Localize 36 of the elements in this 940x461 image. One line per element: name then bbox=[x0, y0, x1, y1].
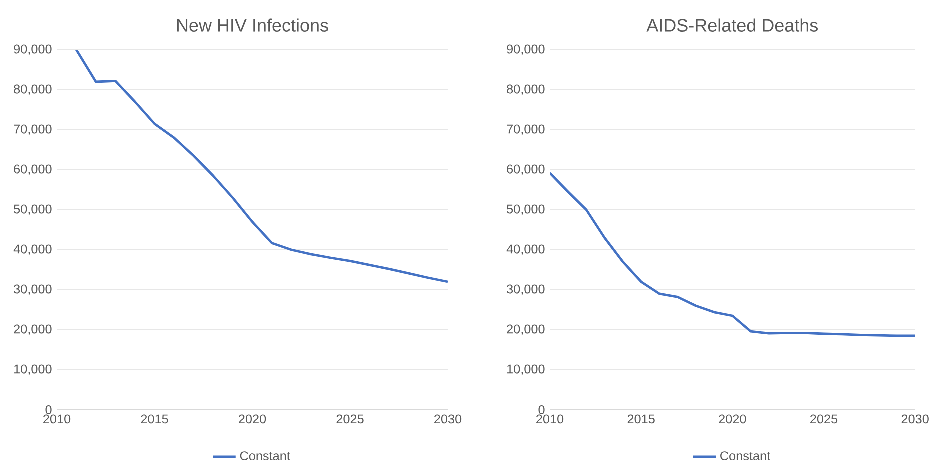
y-tick-label: 80,000 bbox=[507, 84, 545, 96]
x-tick-label: 2030 bbox=[902, 414, 929, 424]
legend-label: Constant bbox=[720, 452, 770, 461]
y-tick-label: 60,000 bbox=[14, 164, 52, 176]
line-series bbox=[550, 172, 916, 338]
legend-label: Constant bbox=[240, 452, 290, 461]
y-tick-label: 10,000 bbox=[508, 364, 545, 376]
x-tick-label: 2010 bbox=[44, 414, 71, 424]
chart-title: AIDS-Related Deaths bbox=[646, 18, 818, 32]
x-tick-label: 2025 bbox=[336, 414, 364, 424]
y-tick-label: 90,000 bbox=[507, 44, 545, 56]
y-tick-label: 30,000 bbox=[507, 284, 545, 296]
y-tick-label: 20,000 bbox=[507, 324, 545, 336]
y-tick-label: 0 bbox=[46, 406, 52, 414]
y-tick-label: 40,000 bbox=[506, 244, 545, 256]
x-tick-label: 2025 bbox=[810, 414, 838, 424]
x-tick-label: 2020 bbox=[719, 414, 746, 424]
x-tick-label: 2010 bbox=[536, 414, 564, 424]
y-tick-label: 70,000 bbox=[14, 124, 52, 136]
x-tick-label: 2020 bbox=[239, 414, 266, 424]
y-tick-label: 0 bbox=[538, 406, 545, 414]
chart-title: New HIV Infections bbox=[177, 18, 328, 32]
y-tick-label: 70,000 bbox=[507, 124, 545, 136]
y-tick-label: 10,000 bbox=[14, 364, 52, 376]
x-tick-label: 2030 bbox=[434, 414, 462, 424]
y-tick-label: 50,000 bbox=[14, 204, 52, 216]
x-tick-label: 2015 bbox=[141, 414, 168, 424]
y-tick-label: 20,000 bbox=[14, 324, 52, 336]
y-tick-label: 80,000 bbox=[14, 84, 52, 96]
y-tick-label: 60,000 bbox=[507, 164, 545, 176]
y-tick-label: 40,000 bbox=[14, 244, 52, 256]
y-tick-label: 30,000 bbox=[14, 284, 52, 296]
y-tick-label: 50,000 bbox=[507, 204, 545, 216]
x-tick-label: 2015 bbox=[628, 414, 655, 424]
y-tick-label: 90,000 bbox=[14, 44, 52, 56]
line-series bbox=[75, 50, 448, 284]
